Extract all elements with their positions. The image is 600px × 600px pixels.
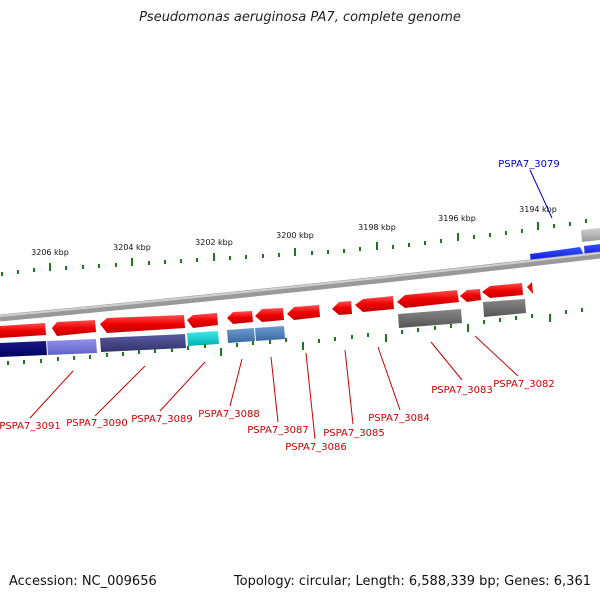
gene-label-3079[interactable]: PSPA7_3079 [498,159,559,170]
leader-line-3084 [377,346,401,411]
block-gray-b[interactable] [483,299,526,317]
gene-label-3091[interactable]: PSPA7_3091 [0,421,61,432]
leader-line-3091 [29,370,74,419]
leader-line-3085 [344,349,354,425]
gene-label-3086[interactable]: PSPA7_3086 [285,442,346,453]
gene-pspa7-3084a[interactable] [332,301,352,315]
gene-label-3090[interactable]: PSPA7_3090 [66,418,127,429]
gene-pspa7-3090[interactable] [52,320,96,336]
gene-pspa7-3083[interactable] [397,290,459,308]
scale-label: 3202 kbp [195,238,233,247]
topology-label: Topology: circular; Length: 6,588,339 bp… [233,574,591,589]
gene-red-tip[interactable] [527,282,533,294]
genome-title: Pseudomonas aeruginosa PA7, complete gen… [139,10,461,25]
scale-label: 3206 kbp [31,248,69,257]
genome-backbone [0,251,600,322]
block-navy[interactable] [0,341,47,357]
gene-pspa7-3082[interactable] [482,283,523,298]
accession-label: Accession: NC_009656 [9,574,157,589]
block-steel-b[interactable] [255,326,285,341]
gene-red-small[interactable] [460,289,481,302]
block-slate[interactable] [100,334,186,352]
gene-label-3083[interactable]: PSPA7_3083 [431,385,492,396]
scale-label: 3198 kbp [358,223,396,232]
scale-label: 3194 kbp [519,205,557,214]
leader-line-3083 [430,341,463,381]
block-gray-a[interactable] [398,309,462,328]
inner-scale-ticks [7,308,583,365]
block-steel-a[interactable] [227,328,255,343]
leader-line-3087 [270,356,279,423]
gene-label-3085[interactable]: PSPA7_3085 [323,428,384,439]
leader-line-3082 [474,335,519,377]
gene-forward-gray[interactable] [581,228,600,242]
leader-line-3086 [305,352,316,440]
gene-pspa7-3087[interactable] [227,311,253,324]
gene-label-3089[interactable]: PSPA7_3089 [131,414,192,425]
outer-scale-ticks [1,219,587,276]
block-purple[interactable] [47,339,97,355]
reverse-genes [0,282,533,338]
gene-pspa7-3084[interactable] [355,296,394,312]
gene-pspa7-3086[interactable] [255,308,284,322]
gene-label-3087[interactable]: PSPA7_3087 [247,425,308,436]
gene-pspa7-3091[interactable] [0,323,46,338]
leader-line-3089 [159,361,206,412]
leader-line-3090 [94,365,146,417]
gene-label-3088[interactable]: PSPA7_3088 [198,409,259,420]
feature-blocks [0,299,526,357]
block-cyan[interactable] [187,331,219,346]
scale-label: 3196 kbp [438,214,476,223]
gene-pspa7-3085[interactable] [287,305,320,320]
gene-label-3082[interactable]: PSPA7_3082 [493,379,554,390]
gene-pspa7-3088[interactable] [187,313,218,328]
leader-line-3088 [229,358,243,407]
gene-label-3084[interactable]: PSPA7_3084 [368,413,429,424]
leader-line-3079 [529,169,553,219]
gene-pspa7-3089[interactable] [100,315,185,333]
scale-label: 3200 kbp [276,231,314,240]
scale-label: 3204 kbp [113,243,151,252]
